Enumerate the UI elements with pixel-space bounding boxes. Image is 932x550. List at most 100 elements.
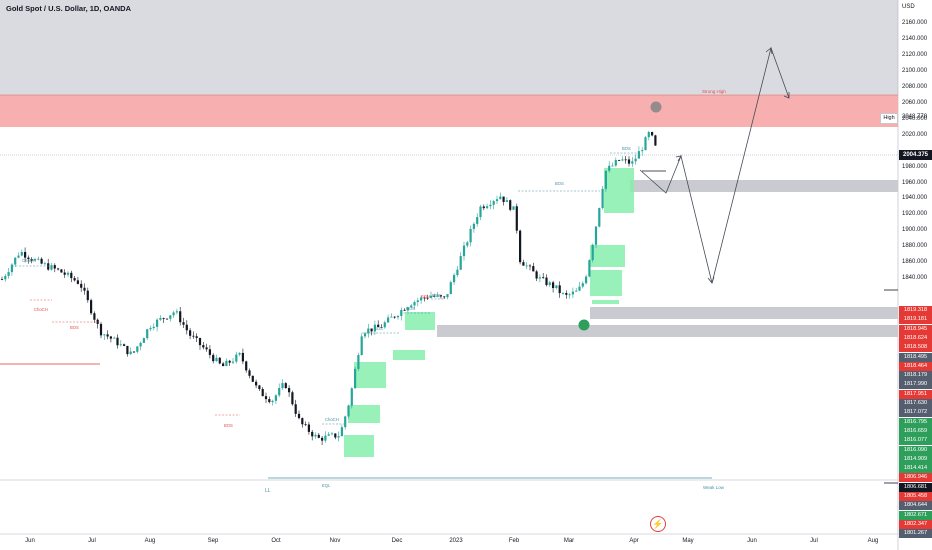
candle-body bbox=[165, 318, 169, 320]
price-tag: 1816.795 bbox=[899, 417, 932, 427]
candle-body bbox=[116, 337, 119, 346]
candle-body bbox=[324, 435, 327, 441]
currency-label: USD bbox=[902, 4, 915, 10]
candle-body bbox=[90, 300, 93, 314]
candle-body bbox=[304, 424, 307, 426]
candle-body bbox=[142, 338, 145, 343]
flash-icon[interactable]: ⚡ bbox=[650, 516, 666, 532]
candle-body bbox=[512, 206, 515, 210]
price-tick-label: 1840.000 bbox=[902, 275, 928, 282]
price-tag: 1817.990 bbox=[899, 380, 932, 390]
candle-body bbox=[340, 427, 343, 437]
candle-body bbox=[113, 337, 116, 339]
candle-body bbox=[129, 351, 132, 355]
candle-body bbox=[33, 259, 37, 261]
candle-body bbox=[608, 165, 611, 171]
candle-body bbox=[126, 345, 129, 355]
arrowhead-4 bbox=[783, 92, 790, 99]
time-tick-label: Sep bbox=[207, 538, 219, 544]
candle-body bbox=[624, 159, 627, 161]
time-tick-label: Jun bbox=[25, 538, 35, 544]
candle-body bbox=[123, 344, 126, 346]
price-tag: 1814.909 bbox=[899, 454, 932, 464]
candle-body bbox=[535, 271, 538, 279]
candle-body bbox=[492, 201, 495, 205]
price-tag: 1814.414 bbox=[899, 464, 932, 474]
candle-body bbox=[281, 383, 284, 389]
candle-body bbox=[20, 251, 23, 256]
candle-body bbox=[489, 204, 492, 207]
candle-body bbox=[552, 282, 555, 289]
candle-body bbox=[86, 290, 89, 301]
ll-label: LL bbox=[265, 488, 271, 494]
symbol-title[interactable]: Gold Spot / U.S. Dollar, 1D, OANDA bbox=[6, 4, 132, 13]
candle-body bbox=[314, 434, 317, 437]
candle-body bbox=[637, 151, 640, 159]
candle-body bbox=[17, 255, 20, 258]
candle-body bbox=[588, 260, 591, 277]
candle-body bbox=[459, 256, 462, 270]
eql-label: EQL bbox=[322, 483, 331, 488]
candle-body bbox=[565, 293, 568, 295]
price-tag: 1819.181 bbox=[899, 315, 932, 325]
candle-body bbox=[106, 334, 109, 337]
candle-body bbox=[631, 161, 634, 164]
candle-body bbox=[370, 328, 373, 332]
candle-body bbox=[621, 159, 624, 161]
demand-block-3 bbox=[393, 350, 425, 360]
candle-body bbox=[360, 336, 363, 356]
high-marker-circle bbox=[650, 101, 662, 113]
candle-body bbox=[499, 196, 502, 200]
price-tag: 1806.946 bbox=[899, 473, 932, 483]
demand-block-5 bbox=[590, 245, 625, 267]
choch-label-1: ChoCH bbox=[22, 258, 36, 263]
candle-body bbox=[156, 319, 159, 327]
candle-body bbox=[347, 405, 350, 417]
candle-body bbox=[410, 305, 413, 308]
candle-body bbox=[80, 283, 83, 288]
candle-body bbox=[264, 396, 268, 400]
candle-body bbox=[429, 295, 433, 298]
price-tick-label: 2160.000 bbox=[902, 20, 928, 26]
candle-body bbox=[169, 315, 172, 319]
price-tick-label: 1960.000 bbox=[902, 179, 928, 186]
candle-body bbox=[420, 297, 423, 301]
candle-body bbox=[43, 263, 46, 265]
candle-body bbox=[433, 295, 436, 297]
supply-zone bbox=[0, 95, 898, 127]
candle-body bbox=[189, 330, 192, 336]
candle-body bbox=[27, 257, 30, 260]
candle-body bbox=[453, 275, 456, 283]
candle-body bbox=[218, 357, 221, 364]
candle-body bbox=[245, 361, 248, 371]
price-tag: 1817.951 bbox=[899, 389, 932, 399]
candle-body bbox=[571, 291, 574, 295]
candle-body bbox=[443, 296, 446, 298]
bos-label-1: BOS bbox=[70, 325, 79, 330]
candle-body bbox=[139, 342, 142, 347]
candle-body bbox=[215, 357, 218, 362]
price-tick-label: 1860.000 bbox=[902, 259, 928, 266]
candle-body bbox=[545, 277, 548, 286]
candle-body bbox=[301, 418, 304, 425]
candle-body bbox=[558, 285, 561, 294]
bos-label-6: BOS bbox=[555, 181, 564, 186]
candle-body bbox=[53, 265, 56, 269]
candle-body bbox=[367, 328, 370, 334]
candle-body bbox=[202, 345, 205, 348]
price-tick-label: 1940.000 bbox=[902, 195, 928, 202]
upper-shade bbox=[0, 0, 898, 96]
candle-body bbox=[363, 333, 367, 337]
candle-body bbox=[93, 313, 96, 320]
time-tick-label: Aug bbox=[867, 538, 879, 544]
gray-zone-2 bbox=[590, 307, 898, 319]
price-tick-label: 1980.000 bbox=[902, 163, 928, 170]
price-tick-label: 1920.000 bbox=[902, 211, 928, 218]
time-tick-label: Jul bbox=[810, 538, 818, 544]
candle-body bbox=[439, 295, 442, 297]
candle-body bbox=[205, 347, 208, 350]
candle-body bbox=[486, 206, 489, 209]
candle-body bbox=[24, 251, 27, 258]
